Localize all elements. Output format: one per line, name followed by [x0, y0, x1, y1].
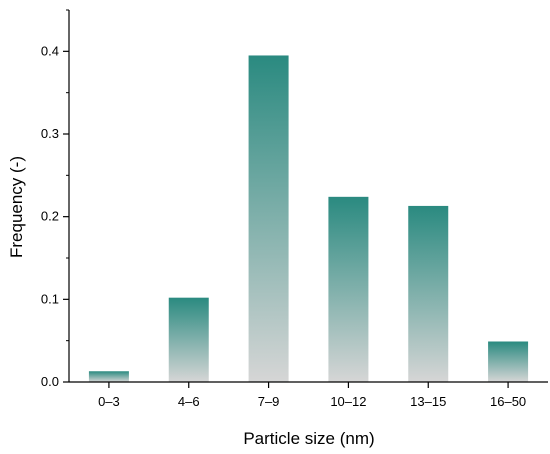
bar-0–3: [88, 371, 129, 382]
x-axis-title: Particle size (nm): [243, 429, 374, 448]
plot-area: 0.0 0.1 0.2 0.3 0.4 0–3 4–6 7–9 10–12 13–15 16–50: [41, 9, 548, 409]
y-tick-label: 0.4: [41, 43, 59, 58]
x-tick-label: 13–15: [410, 394, 446, 409]
x-tick-label: 7–9: [258, 394, 280, 409]
y-axis-title: Frequency (-): [7, 156, 26, 258]
x-tick-label: 16–50: [490, 394, 526, 409]
y-tick-label: 0.3: [41, 126, 59, 141]
bar-7–9: [248, 55, 289, 382]
bar-10–12: [328, 196, 369, 382]
x-tick-label: 4–6: [178, 394, 200, 409]
bar-16–50: [488, 341, 529, 382]
bar-13–15: [408, 205, 449, 382]
x-tick-label: 10–12: [330, 394, 366, 409]
y-tick-label: 0.2: [41, 209, 59, 224]
bar-4–6: [168, 297, 209, 382]
y-tick-label: 0.1: [41, 291, 59, 306]
x-tick-label: 0–3: [98, 394, 120, 409]
y-tick-label: 0.0: [41, 374, 59, 389]
